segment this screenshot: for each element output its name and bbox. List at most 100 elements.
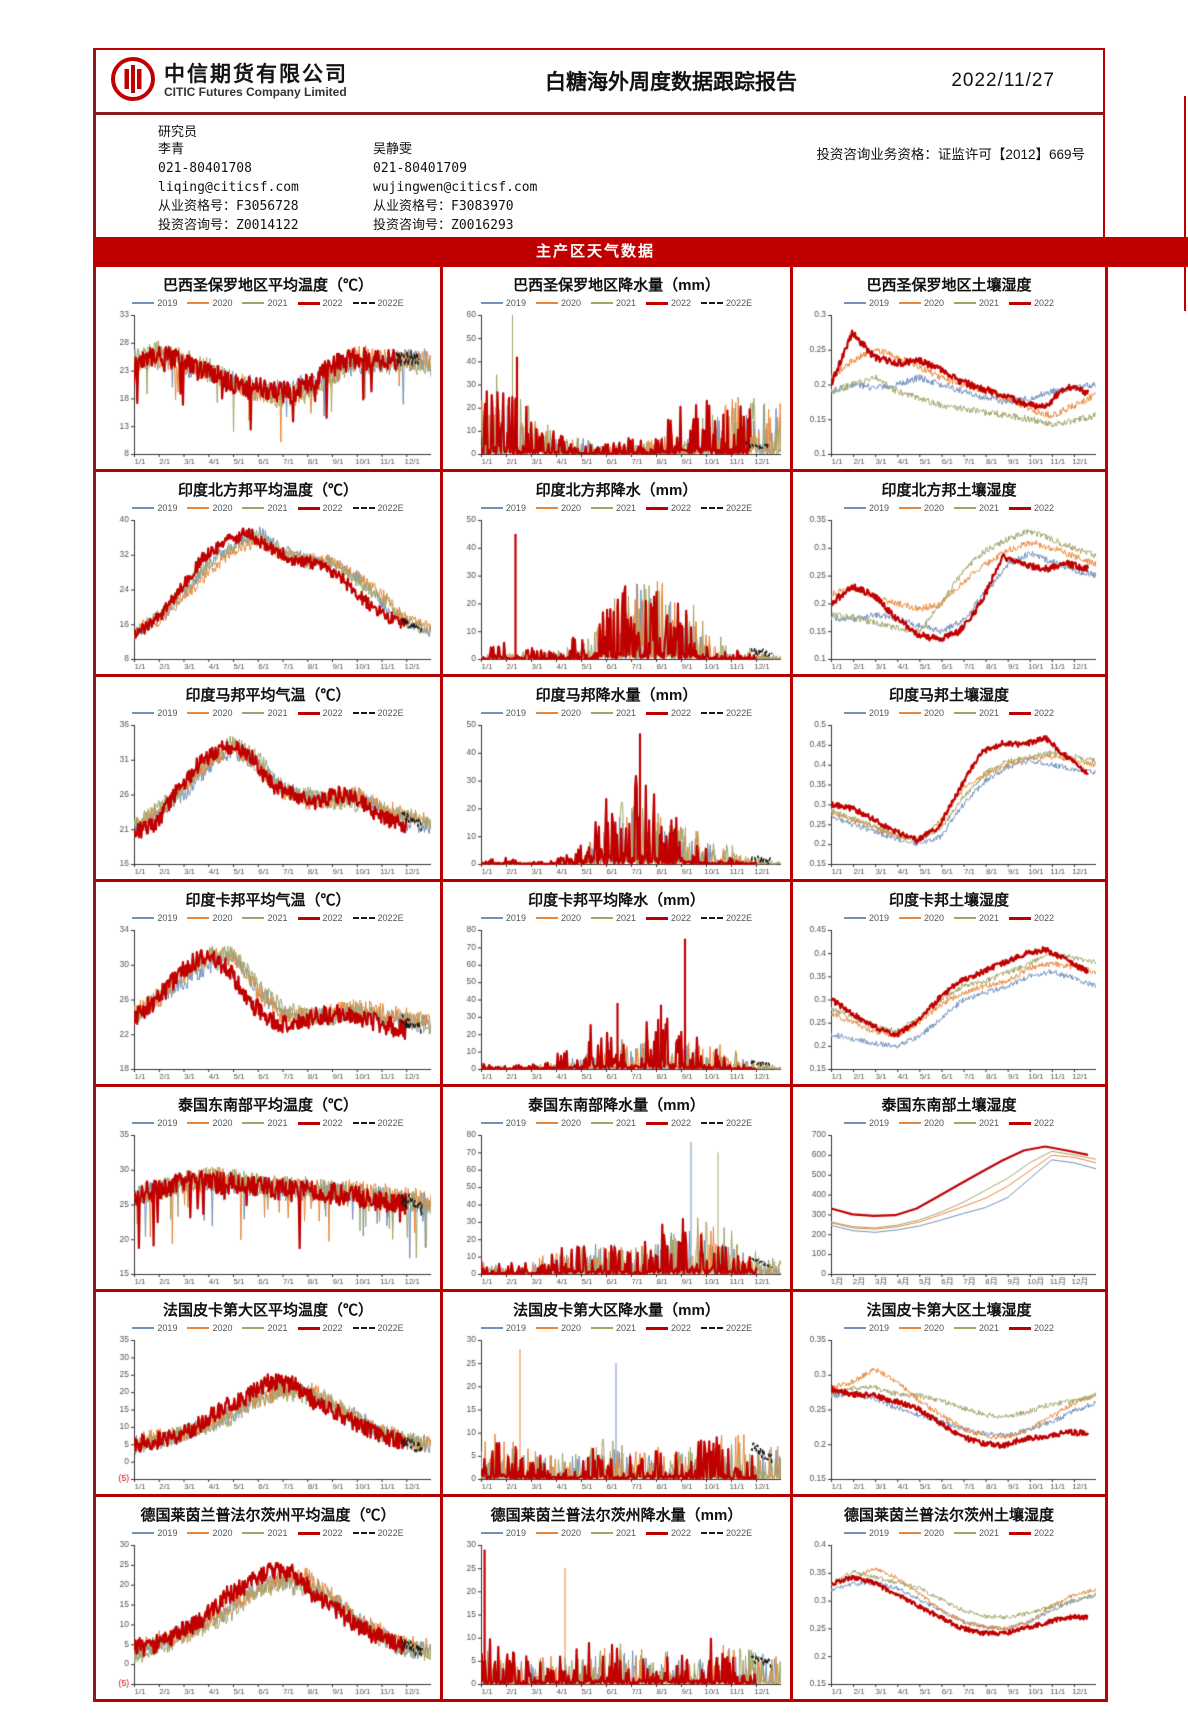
legend-item: 2020 <box>187 1118 232 1128</box>
legend-line-icon <box>132 712 155 714</box>
legend-label: 2020 <box>923 503 944 513</box>
legend-line-icon <box>954 1122 976 1124</box>
chart-cell: 印度北方邦土壤湿度 2019 2020 2021 2022 <box>793 472 1108 677</box>
chart-title: 德国莱茵兰普法尔茨州降水量（mm） <box>490 1507 743 1524</box>
legend-label: 2021 <box>979 1118 1000 1128</box>
legend-label: 2021 <box>979 913 1000 923</box>
researcher-2-email: wujingwen@citicsf.com <box>373 180 538 195</box>
legend-item: 2022 <box>646 503 691 513</box>
chart-canvas <box>796 1334 1102 1494</box>
legend-item: 2022 <box>646 1118 691 1128</box>
chart-cell: 印度卡邦平均气温（℃） 2019 2020 2021 2022 2022E <box>96 882 443 1087</box>
legend-label: 2022 <box>322 503 343 513</box>
legend-line-icon <box>297 916 320 920</box>
researcher-2-cert: 从业资格号：F3083970 <box>373 199 514 214</box>
legend-line-icon <box>132 917 155 919</box>
legend-label: 2019 <box>868 298 889 308</box>
legend-item: 2019 <box>480 503 526 513</box>
legend-item: 2020 <box>898 1528 944 1538</box>
legend-line-icon <box>646 1121 669 1125</box>
legend-label: 2022 <box>322 1528 343 1538</box>
chart-cell: 印度卡邦平均降水（mm） 2019 2020 2021 2022 2022E <box>443 882 793 1087</box>
chart-title: 法国皮卡第大区平均温度（℃） <box>162 1302 373 1319</box>
chart-cell: 巴西圣保罗地区降水量（mm） 2019 2020 2021 2022 2022E <box>443 267 793 472</box>
legend-line-icon <box>480 1327 503 1329</box>
researcher-2: 吴静雯 021-80401709 wujingwen@citicsf.com 从… <box>373 140 588 235</box>
legend-label: 2021 <box>615 1528 637 1538</box>
chart-legend: 2019 2020 2021 2022 <box>839 708 1059 718</box>
chart-title: 德国莱茵兰普法尔茨州平均温度（℃） <box>140 1507 396 1524</box>
legend-label: 2019 <box>157 1118 178 1128</box>
legend-label: 2020 <box>212 1323 233 1333</box>
legend-item: 2021 <box>590 503 636 513</box>
chart-canvas <box>99 719 437 879</box>
legend-item: 2021 <box>242 1323 288 1333</box>
legend-line-icon <box>187 917 210 919</box>
chart-title: 印度北方邦平均温度（℃） <box>177 482 358 499</box>
legend-line-icon <box>898 1327 921 1329</box>
legend-line-icon <box>242 1122 265 1124</box>
legend-label: 2021 <box>615 1118 637 1128</box>
legend-line-icon <box>701 1532 724 1534</box>
legend-label: 2021 <box>267 1323 288 1333</box>
legend-item: 2019 <box>843 298 889 308</box>
chart-title: 印度北方邦降水（mm） <box>535 482 698 499</box>
company-name-cn: 中信期货有限公司 <box>164 62 348 86</box>
chart-legend: 2019 2020 2021 2022 <box>839 1323 1059 1333</box>
legend-line-icon <box>297 506 320 510</box>
legend-item: 2019 <box>843 1528 889 1538</box>
legend-item: 2022 <box>1009 1528 1054 1538</box>
legend-item: 2021 <box>590 298 636 308</box>
legend-item: 2021 <box>590 913 636 923</box>
legend-line-icon <box>535 917 558 919</box>
legend-item: 2022 <box>297 1528 343 1538</box>
legend-item: 2019 <box>132 298 177 308</box>
chart-canvas <box>796 924 1102 1084</box>
chart-legend: 2019 2020 2021 2022 2022E <box>476 1528 757 1538</box>
legend-label: 2022 <box>1034 708 1055 718</box>
legend-label: 2020 <box>560 913 581 923</box>
researcher-1-email: liqing@citicsf.com <box>158 180 299 195</box>
legend-label: 2022 <box>322 1323 343 1333</box>
chart-legend: 2019 2020 2021 2022 2022E <box>127 913 408 923</box>
legend-line-icon <box>1009 916 1032 920</box>
legend-label: 2020 <box>923 298 944 308</box>
legend-line-icon <box>187 302 210 304</box>
chart-legend: 2019 2020 2021 2022 <box>839 298 1059 308</box>
legend-line-icon <box>535 1327 558 1329</box>
legend-item: 2021 <box>954 503 999 513</box>
chart-legend: 2019 2020 2021 2022 2022E <box>127 1528 408 1538</box>
legend-item: 2022E <box>352 913 404 923</box>
legend-line-icon <box>954 917 976 919</box>
legend-line-icon <box>1009 711 1032 715</box>
legend-label: 2022 <box>322 298 343 308</box>
chart-canvas <box>796 1539 1102 1699</box>
legend-item: 2020 <box>898 1323 944 1333</box>
legend-item: 2020 <box>187 1528 232 1538</box>
researcher-1: 李青 021-80401708 liqing@citicsf.com 从业资格号… <box>158 140 373 235</box>
legend-line-icon <box>843 1532 866 1534</box>
legend-item: 2020 <box>535 1118 581 1128</box>
legend-label: 2019 <box>868 1118 889 1128</box>
legend-label: 2022E <box>377 708 404 718</box>
legend-item: 2020 <box>898 503 944 513</box>
chart-legend: 2019 2020 2021 2022 2022E <box>127 298 408 308</box>
legend-line-icon <box>352 712 375 714</box>
legend-label: 2019 <box>505 913 526 923</box>
legend-item: 2019 <box>132 1323 177 1333</box>
legend-line-icon <box>646 1531 669 1535</box>
company-name-en: CITIC Futures Company Limited <box>164 84 347 99</box>
chart-cell: 德国莱茵兰普法尔茨州平均温度（℃） 2019 2020 2021 2022 2022E <box>96 1497 443 1702</box>
legend-item: 2019 <box>480 913 526 923</box>
legend-label: 2019 <box>505 298 526 308</box>
legend-line-icon <box>954 1532 976 1534</box>
chart-cell: 印度北方邦平均温度（℃） 2019 2020 2021 2022 2022E <box>96 472 443 677</box>
legend-label: 2022 <box>1034 298 1055 308</box>
legend-line-icon <box>701 712 724 714</box>
legend-label: 2021 <box>267 1528 288 1538</box>
qualification-text: 投资咨询业务资格：证监许可【2012】669号 <box>816 147 1085 162</box>
legend-item: 2022E <box>352 503 404 513</box>
legend-label: 2020 <box>212 913 233 923</box>
legend-item: 2021 <box>242 1118 288 1128</box>
chart-legend: 2019 2020 2021 2022 <box>839 503 1059 513</box>
